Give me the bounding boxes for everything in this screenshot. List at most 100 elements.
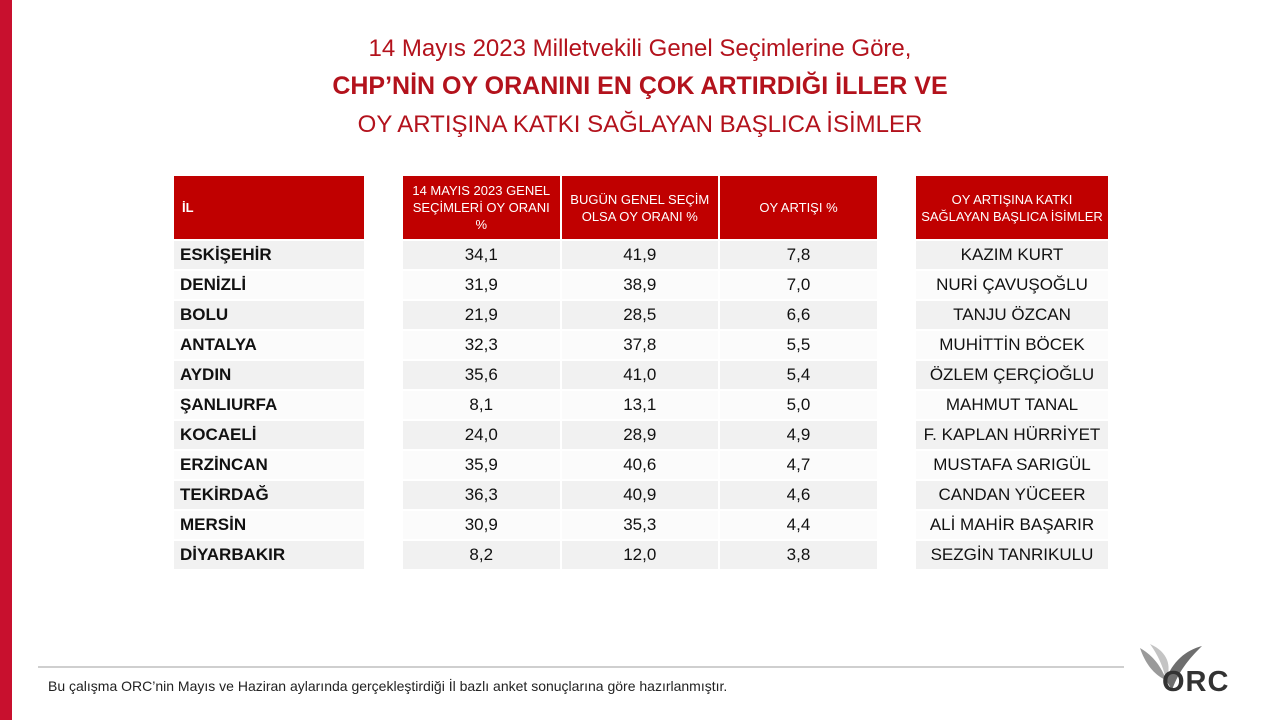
today-rate: 38,9 — [561, 271, 718, 299]
province-name: ESKİŞEHİR — [174, 241, 364, 269]
header-may14: 14 MAYIS 2023 GENEL SEÇİMLERİ OY ORANI % — [403, 176, 560, 239]
table-row: F. KAPLAN HÜRRİYET — [916, 421, 1108, 449]
table-row: 32,3 37,8 5,5 — [403, 331, 877, 359]
contributor-name: SEZGİN TANRIKULU — [916, 541, 1108, 569]
names-rows: KAZIM KURT NURİ ÇAVUŞOĞLU TANJU ÖZCAN MUHİT… — [916, 241, 1108, 569]
today-rate: 37,8 — [561, 331, 718, 359]
today-rate: 35,3 — [561, 511, 718, 539]
table-row: SEZGİN TANRIKULU — [916, 541, 1108, 569]
contributor-name: F. KAPLAN HÜRRİYET — [916, 421, 1108, 449]
header-il: İL — [174, 176, 364, 239]
table-row: ERZİNCAN — [174, 451, 364, 479]
table-row: 8,2 12,0 3,8 — [403, 541, 877, 569]
table-row: MUSTAFA SARIGÜL — [916, 451, 1108, 479]
may14-rate: 8,1 — [403, 391, 560, 419]
table-row: ANTALYA — [174, 331, 364, 359]
province-name: TEKİRDAĞ — [174, 481, 364, 509]
increase-rate: 6,6 — [720, 301, 877, 329]
increase-rate: 5,5 — [720, 331, 877, 359]
header-today: BUGÜN GENEL SEÇİM OLSA OY ORANI % — [561, 176, 718, 239]
increase-rate: 7,0 — [720, 271, 877, 299]
increase-rate: 4,6 — [720, 481, 877, 509]
contributor-name: NURİ ÇAVUŞOĞLU — [916, 271, 1108, 299]
increase-rate: 3,8 — [720, 541, 877, 569]
province-rows: ESKİŞEHİR DENİZLİ BOLU ANTALYA AYDIN ŞANLIURF… — [174, 241, 364, 569]
increase-rate: 4,9 — [720, 421, 877, 449]
header-names: OY ARTIŞINA KATKI SAĞLAYAN BAŞLICA İSİML… — [916, 176, 1108, 239]
province-table: İL ESKİŞEHİR DENİZLİ BOLU ANTALYA AYDIN ŞANLI… — [172, 174, 366, 571]
may14-rate: 32,3 — [403, 331, 560, 359]
may14-rate: 24,0 — [403, 421, 560, 449]
today-rate: 40,6 — [561, 451, 718, 479]
names-table: OY ARTIŞINA KATKI SAĞLAYAN BAŞLICA İSİML… — [914, 174, 1110, 571]
table-row: 31,9 38,9 7,0 — [403, 271, 877, 299]
vote-rate-rows: 34,1 41,9 7,8 31,9 38,9 7,0 21,9 28,5 6,6 32,3 37,… — [403, 241, 877, 569]
table-row: DİYARBAKIR — [174, 541, 364, 569]
may14-rate: 36,3 — [403, 481, 560, 509]
province-name: DİYARBAKIR — [174, 541, 364, 569]
may14-rate: 34,1 — [403, 241, 560, 269]
table-row: CANDAN YÜCEER — [916, 481, 1108, 509]
table-row: MERSİN — [174, 511, 364, 539]
today-rate: 28,9 — [561, 421, 718, 449]
province-name: BOLU — [174, 301, 364, 329]
table-row: NURİ ÇAVUŞOĞLU — [916, 271, 1108, 299]
table-row: 35,6 41,0 5,4 — [403, 361, 877, 389]
province-name: ŞANLIURFA — [174, 391, 364, 419]
may14-rate: 31,9 — [403, 271, 560, 299]
left-accent-bar — [0, 0, 12, 720]
increase-rate: 5,0 — [720, 391, 877, 419]
increase-rate: 7,8 — [720, 241, 877, 269]
increase-rate: 5,4 — [720, 361, 877, 389]
footer-note: Bu çalışma ORC’nin Mayıs ve Haziran ayla… — [48, 678, 728, 694]
table-row: 34,1 41,9 7,8 — [403, 241, 877, 269]
table-row: TANJU ÖZCAN — [916, 301, 1108, 329]
table-row: ÖZLEM ÇERÇİOĞLU — [916, 361, 1108, 389]
contributor-name: CANDAN YÜCEER — [916, 481, 1108, 509]
contributor-name: KAZIM KURT — [916, 241, 1108, 269]
may14-rate: 8,2 — [403, 541, 560, 569]
province-name: AYDIN — [174, 361, 364, 389]
table-row: 21,9 28,5 6,6 — [403, 301, 877, 329]
table-row: MUHİTTİN BÖCEK — [916, 331, 1108, 359]
table-row: KOCAELİ — [174, 421, 364, 449]
province-name: KOCAELİ — [174, 421, 364, 449]
contributor-name: MUSTAFA SARIGÜL — [916, 451, 1108, 479]
contributor-name: ÖZLEM ÇERÇİOĞLU — [916, 361, 1108, 389]
may14-rate: 30,9 — [403, 511, 560, 539]
table-row: ALİ MAHİR BAŞARIR — [916, 511, 1108, 539]
contributor-name: ALİ MAHİR BAŞARIR — [916, 511, 1108, 539]
orc-logo-text: ORC — [1162, 666, 1230, 698]
may14-rate: 35,9 — [403, 451, 560, 479]
today-rate: 13,1 — [561, 391, 718, 419]
contributor-name: MAHMUT TANAL — [916, 391, 1108, 419]
table-row: KAZIM KURT — [916, 241, 1108, 269]
table-row: TEKİRDAĞ — [174, 481, 364, 509]
table-row: 24,0 28,9 4,9 — [403, 421, 877, 449]
today-rate: 40,9 — [561, 481, 718, 509]
table-row: AYDIN — [174, 361, 364, 389]
table-row: 36,3 40,9 4,6 — [403, 481, 877, 509]
title-line-2: CHP’NİN OY ORANINI EN ÇOK ARTIRDIĞI İLLE… — [332, 72, 948, 100]
footer-divider — [38, 666, 1124, 668]
increase-rate: 4,7 — [720, 451, 877, 479]
today-rate: 12,0 — [561, 541, 718, 569]
table-row: 35,9 40,6 4,7 — [403, 451, 877, 479]
table-row: 30,9 35,3 4,4 — [403, 511, 877, 539]
orc-logo: ORC — [1132, 636, 1242, 708]
province-name: MERSİN — [174, 511, 364, 539]
province-name: ANTALYA — [174, 331, 364, 359]
increase-rate: 4,4 — [720, 511, 877, 539]
table-row: 8,1 13,1 5,0 — [403, 391, 877, 419]
today-rate: 28,5 — [561, 301, 718, 329]
table-row: BOLU — [174, 301, 364, 329]
table-row: MAHMUT TANAL — [916, 391, 1108, 419]
may14-rate: 35,6 — [403, 361, 560, 389]
today-rate: 41,9 — [561, 241, 718, 269]
title-line-3: OY ARTIŞINA KATKI SAĞLAYAN BAŞLICA İSİML… — [357, 111, 923, 138]
province-name: ERZİNCAN — [174, 451, 364, 479]
may14-rate: 21,9 — [403, 301, 560, 329]
orc-logo-icon — [1140, 644, 1202, 690]
today-rate: 41,0 — [561, 361, 718, 389]
province-name: DENİZLİ — [174, 271, 364, 299]
